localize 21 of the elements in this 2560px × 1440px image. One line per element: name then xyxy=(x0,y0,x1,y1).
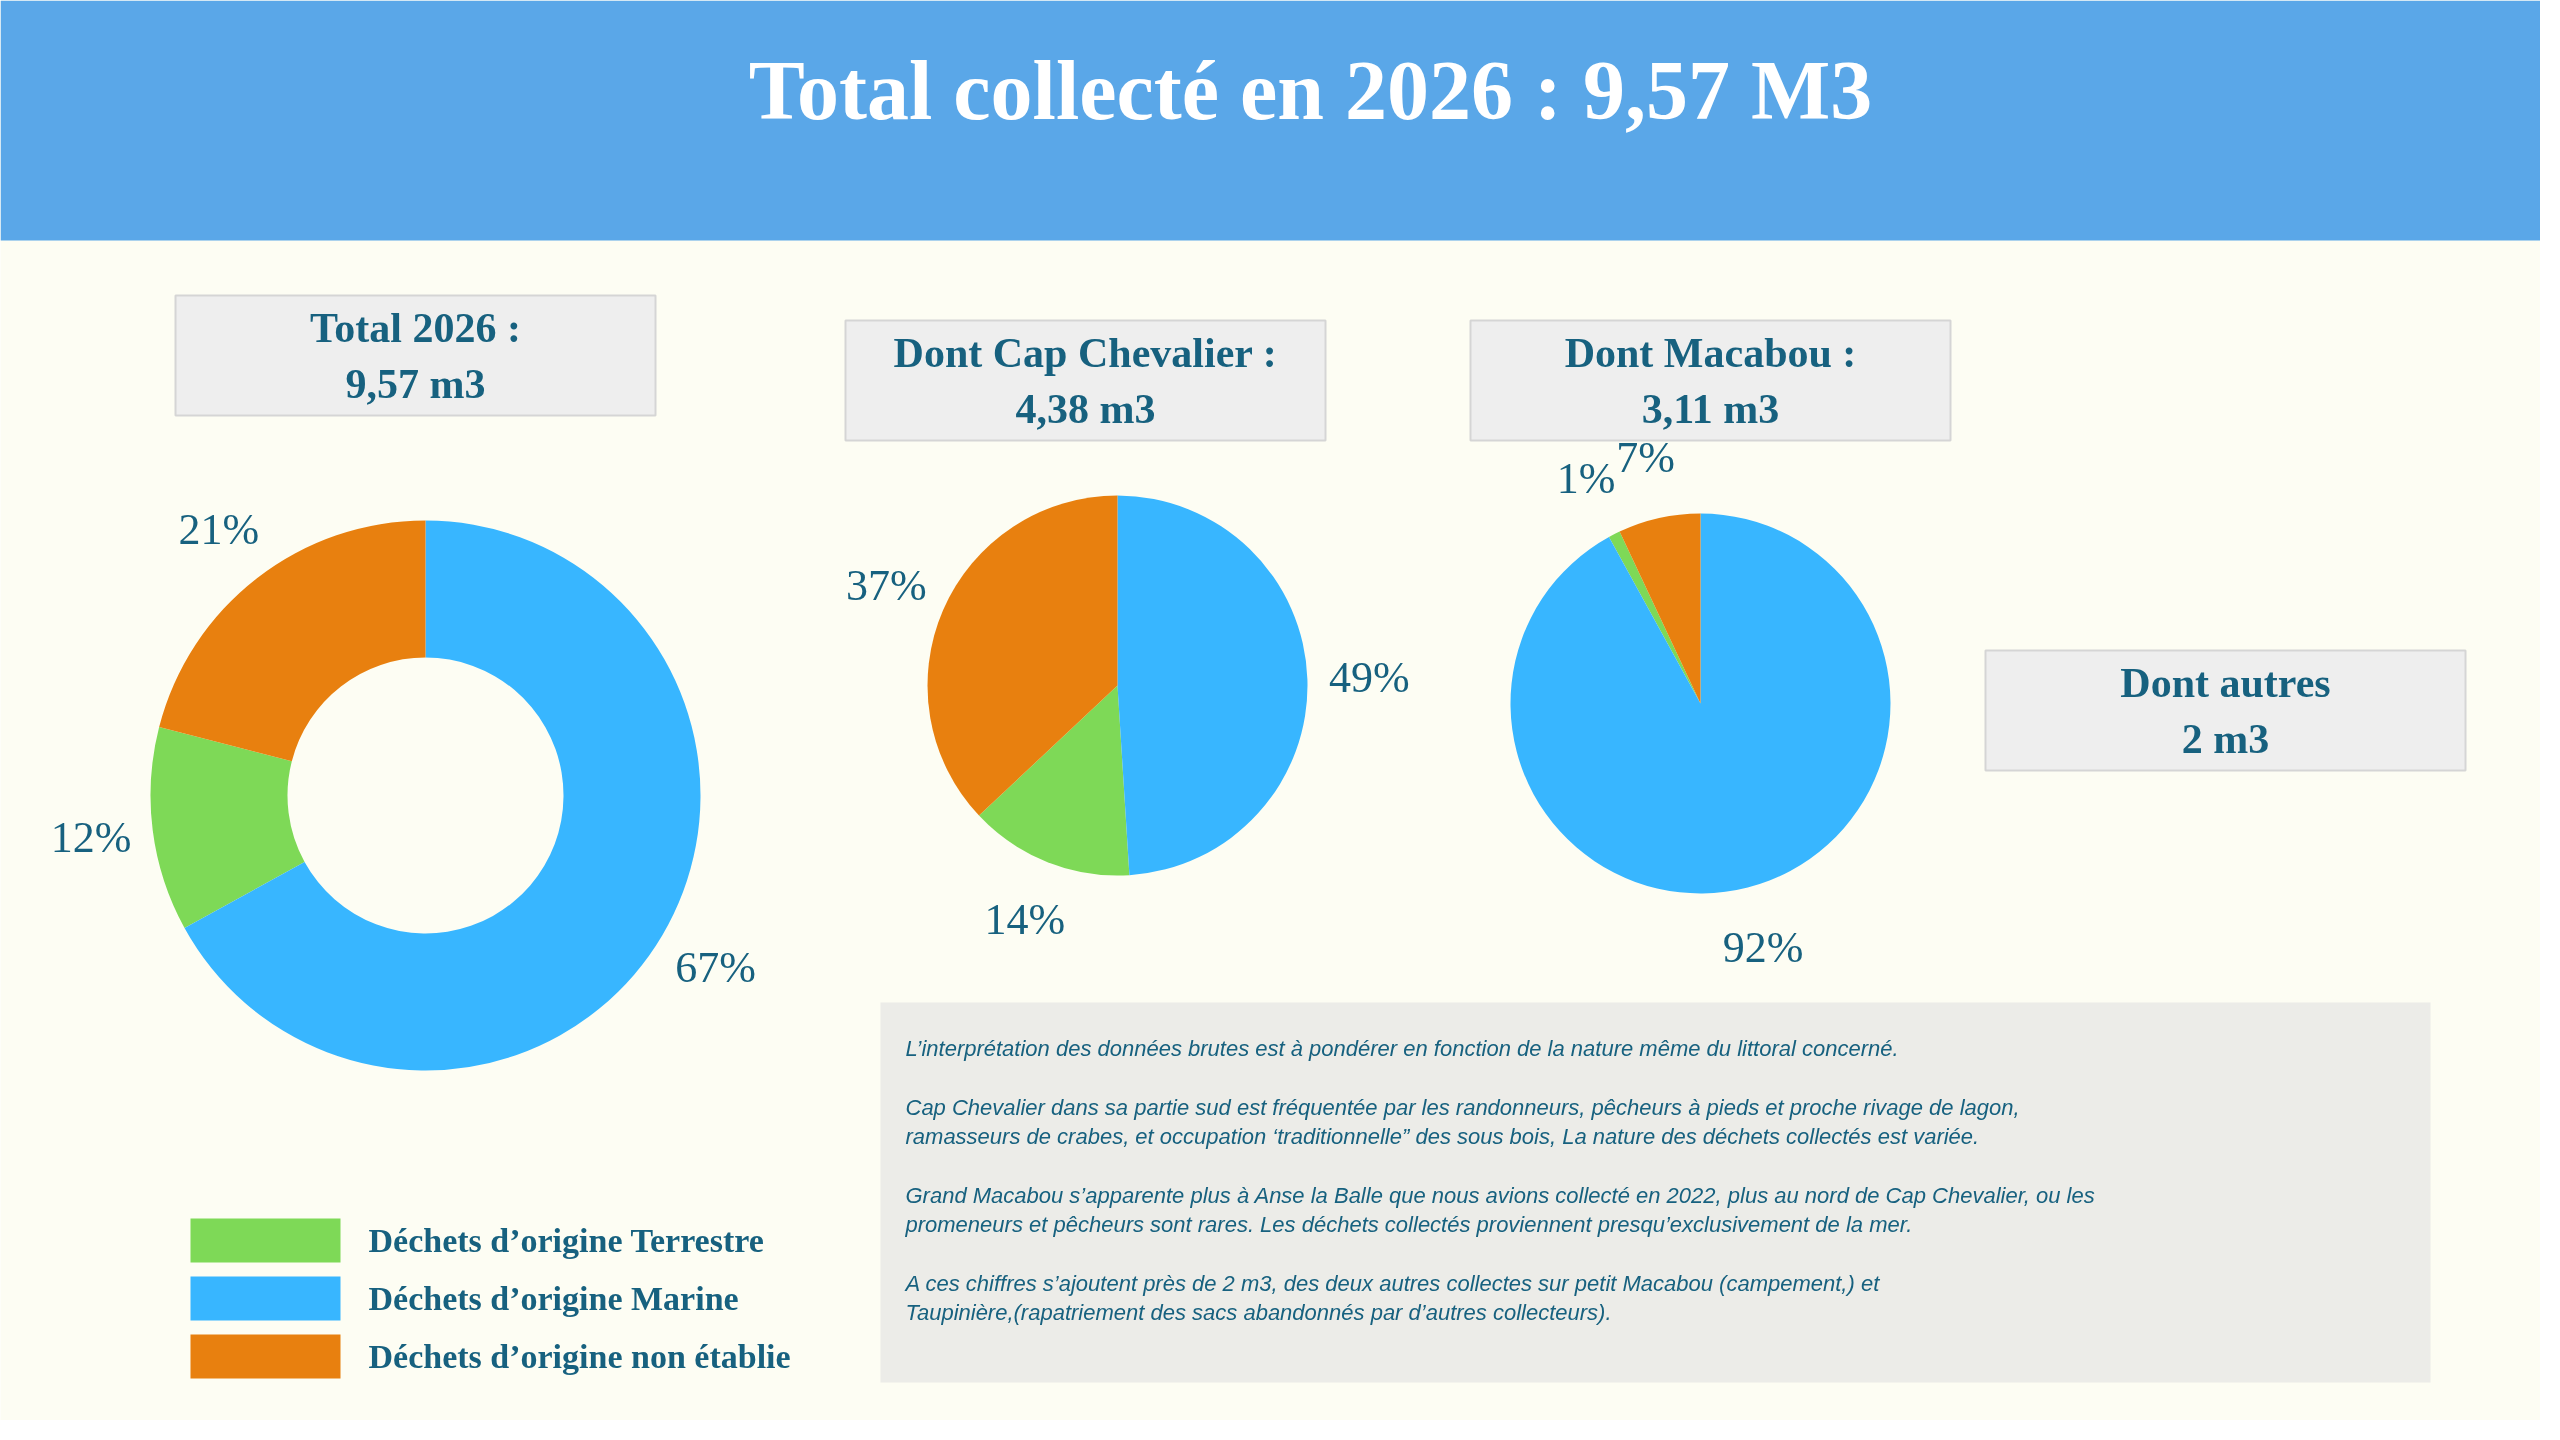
data-label: 21% xyxy=(178,504,260,554)
data-label: 14% xyxy=(984,895,1066,945)
chart-title: Dont Cap Chevalier : 4,38 m3 xyxy=(893,329,1277,432)
data-label: 37% xyxy=(845,560,927,610)
chart-subtitle: Total 2026 : 9,57 m3 xyxy=(310,304,521,407)
data-label: 1% xyxy=(1556,454,1616,504)
legend-label: Déchets d’origine Terrestre xyxy=(368,1222,764,1259)
data-label: 49% xyxy=(1329,653,1410,703)
data-label: 7% xyxy=(1616,433,1675,483)
text: Total collecté en 2026 : 9,57 M3 xyxy=(748,44,1873,137)
legend-label: Déchets d’origine non établie xyxy=(368,1338,791,1375)
text: A ces chiffres s’ajoutent près de 2 m3, des deux autres collectes sur petit Macabou (campement,) et Taupinière,(rapatriement des sacs abandonnés par d’autres collecteurs). xyxy=(903,1271,1881,1325)
chart-title: Dont Macabou : 3,11 m3 xyxy=(1564,329,1857,432)
data-label: 12% xyxy=(50,813,132,863)
legend-label: Déchets d’origine Marine xyxy=(368,1280,739,1317)
data-label: 67% xyxy=(675,942,756,992)
text: L’interprétation des données brutes est à pondérer en fonction de la nature même du littoral concerné. xyxy=(905,1036,1899,1061)
data-label: 92% xyxy=(1722,923,1804,973)
text: Dont autres 2 m3 xyxy=(2120,659,2331,762)
text: Cap Chevalier dans sa partie sud est fréquentée par les randonneurs, pêcheurs à pieds et proche rivage de lagon, ramasseurs de crabes, et occupation ‘traditionnelle” des sous bois, La nature des déchets collectés est variée. xyxy=(905,1095,2020,1149)
text: Grand Macabou s’apparente plus à Anse la Balle que nous avions collecté en 2022, plus au nord de Cap Chevalier, ou les promeneurs et pêcheurs sont rares. Les déchets collectés proviennent presqu’exclusivement de la mer. xyxy=(904,1183,2095,1237)
